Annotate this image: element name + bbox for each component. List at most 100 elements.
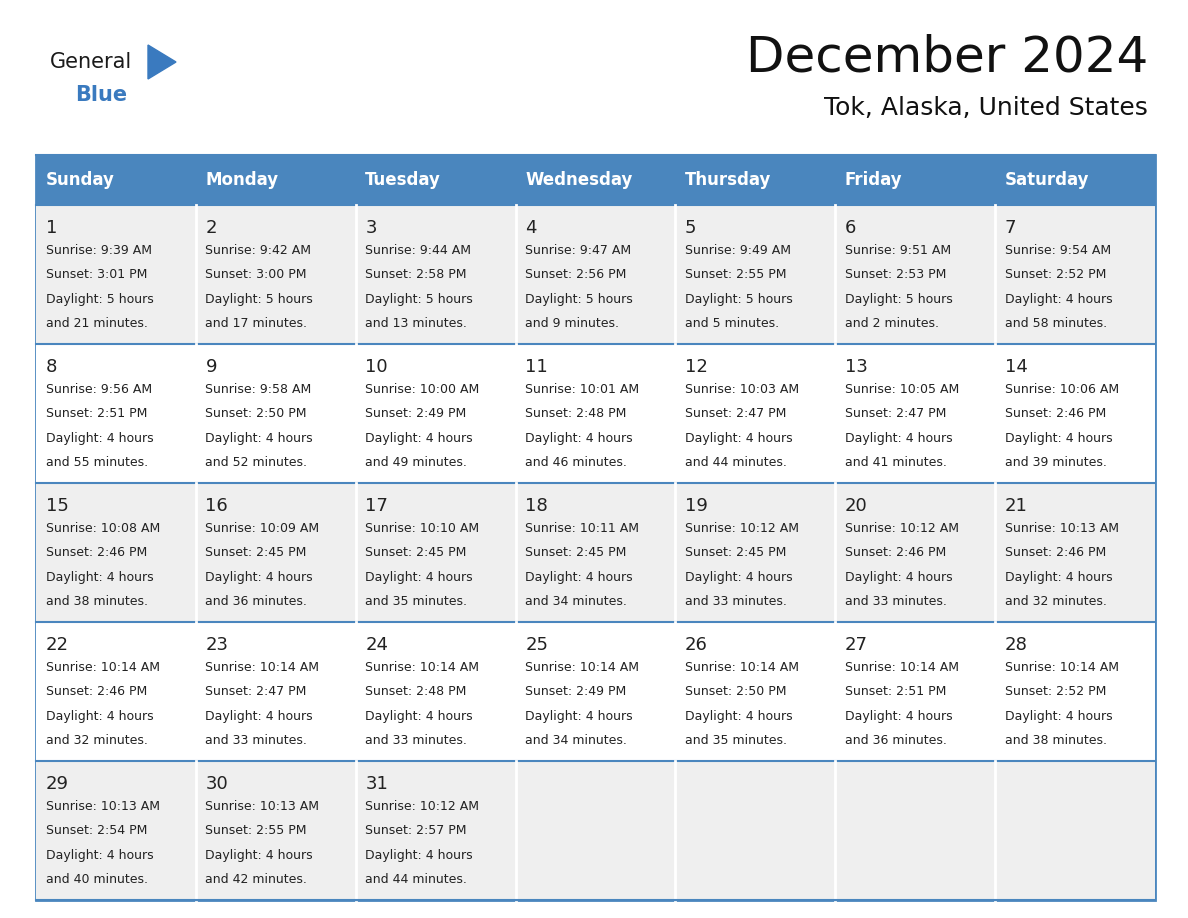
Text: Sunrise: 10:13 AM: Sunrise: 10:13 AM (1005, 522, 1119, 535)
Bar (36, 344, 1155, 483)
Text: Sunset: 2:49 PM: Sunset: 2:49 PM (365, 408, 467, 420)
Text: and 34 minutes.: and 34 minutes. (525, 733, 627, 747)
Text: Sunrise: 10:14 AM: Sunrise: 10:14 AM (525, 661, 639, 674)
Bar (676, 155, 835, 205)
Text: and 58 minutes.: and 58 minutes. (1005, 317, 1107, 330)
Text: Sunset: 2:50 PM: Sunset: 2:50 PM (685, 685, 786, 699)
Text: December 2024: December 2024 (746, 34, 1148, 82)
Text: 1: 1 (45, 218, 57, 237)
Text: Sunset: 2:46 PM: Sunset: 2:46 PM (845, 546, 946, 559)
Text: Daylight: 4 hours: Daylight: 4 hours (1005, 431, 1112, 444)
Text: Daylight: 4 hours: Daylight: 4 hours (45, 848, 153, 862)
Text: 31: 31 (365, 775, 388, 793)
Text: Daylight: 5 hours: Daylight: 5 hours (685, 293, 792, 306)
Text: 23: 23 (206, 636, 228, 654)
Bar (36, 155, 196, 205)
Text: Daylight: 4 hours: Daylight: 4 hours (45, 431, 153, 444)
Text: Sunset: 2:45 PM: Sunset: 2:45 PM (525, 546, 626, 559)
Text: Sunrise: 9:44 AM: Sunrise: 9:44 AM (365, 244, 472, 257)
Text: Daylight: 4 hours: Daylight: 4 hours (45, 571, 153, 584)
Text: Daylight: 4 hours: Daylight: 4 hours (685, 571, 792, 584)
Text: and 5 minutes.: and 5 minutes. (685, 317, 779, 330)
Text: Sunset: 3:00 PM: Sunset: 3:00 PM (206, 268, 307, 281)
Text: and 52 minutes.: and 52 minutes. (206, 456, 308, 469)
Text: and 33 minutes.: and 33 minutes. (685, 595, 786, 608)
Text: Tok, Alaska, United States: Tok, Alaska, United States (824, 96, 1148, 120)
Text: Sunset: 2:45 PM: Sunset: 2:45 PM (206, 546, 307, 559)
Text: Sunset: 2:46 PM: Sunset: 2:46 PM (45, 685, 147, 699)
Text: Monday: Monday (206, 171, 278, 189)
Text: Daylight: 4 hours: Daylight: 4 hours (365, 848, 473, 862)
Text: Sunset: 2:49 PM: Sunset: 2:49 PM (525, 685, 626, 699)
Text: and 38 minutes.: and 38 minutes. (1005, 733, 1107, 747)
Text: Sunrise: 10:10 AM: Sunrise: 10:10 AM (365, 522, 480, 535)
Text: Sunrise: 10:00 AM: Sunrise: 10:00 AM (365, 383, 480, 396)
Text: Sunrise: 10:12 AM: Sunrise: 10:12 AM (685, 522, 800, 535)
Text: and 2 minutes.: and 2 minutes. (845, 317, 939, 330)
Text: Sunset: 2:55 PM: Sunset: 2:55 PM (206, 824, 307, 837)
Text: Sunset: 2:54 PM: Sunset: 2:54 PM (45, 824, 147, 837)
Text: Daylight: 4 hours: Daylight: 4 hours (845, 571, 953, 584)
Text: 22: 22 (45, 636, 69, 654)
Text: and 33 minutes.: and 33 minutes. (206, 733, 308, 747)
Text: Daylight: 4 hours: Daylight: 4 hours (1005, 293, 1112, 306)
Text: Daylight: 4 hours: Daylight: 4 hours (206, 848, 314, 862)
Text: Sunrise: 10:13 AM: Sunrise: 10:13 AM (45, 800, 159, 813)
Text: Daylight: 4 hours: Daylight: 4 hours (1005, 710, 1112, 722)
Text: Sunset: 2:57 PM: Sunset: 2:57 PM (365, 824, 467, 837)
Text: Daylight: 4 hours: Daylight: 4 hours (845, 431, 953, 444)
Text: General: General (50, 52, 132, 72)
Text: Sunrise: 9:39 AM: Sunrise: 9:39 AM (45, 244, 152, 257)
Text: 15: 15 (45, 497, 69, 515)
Text: and 13 minutes.: and 13 minutes. (365, 317, 467, 330)
Text: and 21 minutes.: and 21 minutes. (45, 317, 147, 330)
Text: Daylight: 5 hours: Daylight: 5 hours (365, 293, 473, 306)
Text: Daylight: 4 hours: Daylight: 4 hours (1005, 571, 1112, 584)
Text: Daylight: 4 hours: Daylight: 4 hours (365, 710, 473, 722)
Text: Daylight: 4 hours: Daylight: 4 hours (685, 431, 792, 444)
Text: 10: 10 (365, 358, 388, 375)
Bar (36, 483, 1155, 622)
Text: and 17 minutes.: and 17 minutes. (206, 317, 308, 330)
Text: 29: 29 (45, 775, 69, 793)
Text: 3: 3 (365, 218, 377, 237)
Text: Sunrise: 10:11 AM: Sunrise: 10:11 AM (525, 522, 639, 535)
Text: and 46 minutes.: and 46 minutes. (525, 456, 627, 469)
Text: Sunrise: 10:14 AM: Sunrise: 10:14 AM (845, 661, 959, 674)
Text: and 32 minutes.: and 32 minutes. (45, 733, 147, 747)
Text: 11: 11 (525, 358, 548, 375)
Text: Sunset: 2:48 PM: Sunset: 2:48 PM (525, 408, 626, 420)
Text: Daylight: 5 hours: Daylight: 5 hours (845, 293, 953, 306)
Text: Sunrise: 9:49 AM: Sunrise: 9:49 AM (685, 244, 791, 257)
Text: and 33 minutes.: and 33 minutes. (365, 733, 467, 747)
Text: Sunset: 2:47 PM: Sunset: 2:47 PM (685, 408, 786, 420)
Bar (996, 155, 1155, 205)
Text: Sunset: 2:50 PM: Sunset: 2:50 PM (206, 408, 307, 420)
Text: 18: 18 (525, 497, 548, 515)
Text: Daylight: 4 hours: Daylight: 4 hours (206, 710, 314, 722)
Text: Sunrise: 10:14 AM: Sunrise: 10:14 AM (685, 661, 800, 674)
Text: Daylight: 4 hours: Daylight: 4 hours (525, 431, 633, 444)
Text: Sunrise: 10:09 AM: Sunrise: 10:09 AM (206, 522, 320, 535)
Text: Sunset: 2:51 PM: Sunset: 2:51 PM (845, 685, 947, 699)
Text: Sunset: 2:56 PM: Sunset: 2:56 PM (525, 268, 626, 281)
Text: Sunset: 2:53 PM: Sunset: 2:53 PM (845, 268, 947, 281)
Text: Sunset: 3:01 PM: Sunset: 3:01 PM (45, 268, 147, 281)
Bar (516, 155, 676, 205)
Text: Sunset: 2:46 PM: Sunset: 2:46 PM (45, 546, 147, 559)
Text: Sunset: 2:47 PM: Sunset: 2:47 PM (206, 685, 307, 699)
Text: Sunset: 2:51 PM: Sunset: 2:51 PM (45, 408, 147, 420)
Text: 9: 9 (206, 358, 217, 375)
Text: Wednesday: Wednesday (525, 171, 632, 189)
Text: Saturday: Saturday (1005, 171, 1089, 189)
Text: 4: 4 (525, 218, 537, 237)
Text: Sunrise: 10:14 AM: Sunrise: 10:14 AM (365, 661, 479, 674)
Text: 25: 25 (525, 636, 548, 654)
Text: Sunset: 2:46 PM: Sunset: 2:46 PM (1005, 408, 1106, 420)
Text: Sunrise: 10:01 AM: Sunrise: 10:01 AM (525, 383, 639, 396)
Text: 21: 21 (1005, 497, 1028, 515)
Text: Sunset: 2:47 PM: Sunset: 2:47 PM (845, 408, 947, 420)
Bar (36, 761, 1155, 900)
Text: Daylight: 4 hours: Daylight: 4 hours (845, 710, 953, 722)
Text: 12: 12 (685, 358, 708, 375)
